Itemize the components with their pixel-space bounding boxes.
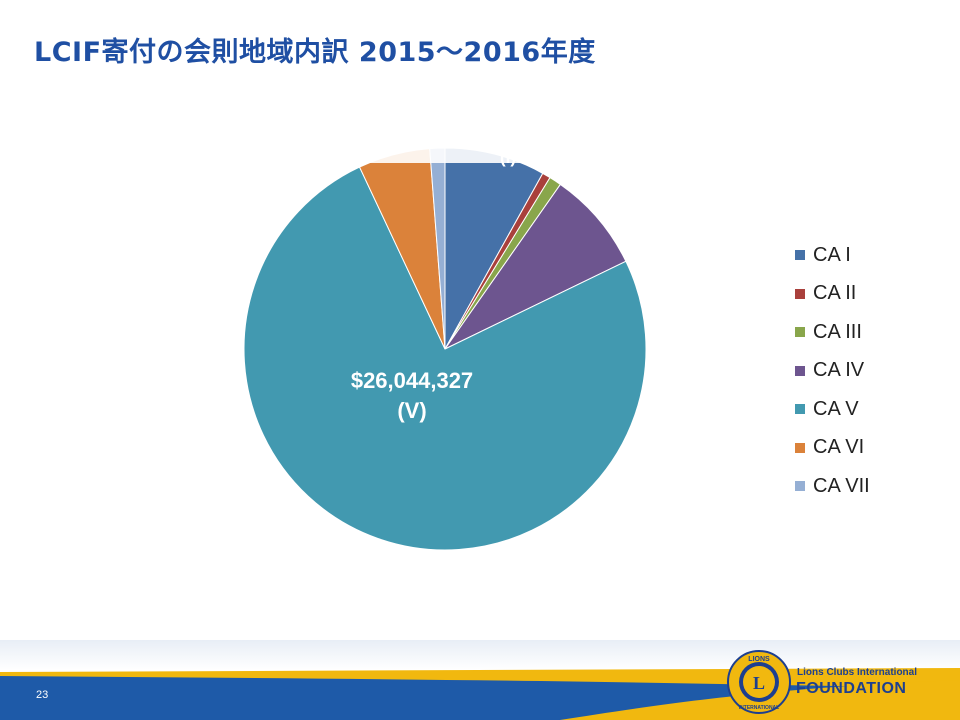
legend-label: CA VI [813,436,865,459]
data-label-ca-v-value: $26,044,327 [351,368,473,393]
footer-band [0,640,960,720]
legend-label: CA II [813,282,857,305]
legend-label: CA I [813,243,851,266]
legend-item: CA IV [795,352,870,391]
clipped-label-ca-i: (I) [500,148,516,167]
slide-title: LCIF寄付の会則地域内訳 2015～2016年度 [34,37,596,68]
chart-legend: CA I CA II CA III CA IV CA V CA VI CA VII [795,236,870,506]
pie-slice-ca-iv [443,183,627,351]
logo-letter: L [753,673,765,693]
label-box-background [330,130,582,163]
legend-item: CA VII [795,467,870,506]
legend-label: CA IV [813,359,865,382]
partial-data-label: (I) [330,130,582,167]
page-number: 23 [36,689,49,701]
foundation-name: Lions Clubs International [797,667,918,678]
legend-item: CA I [795,236,870,275]
legend-swatch [795,481,805,492]
pie-slice-ca-v [243,166,647,551]
legend-swatch [795,250,805,261]
legend-swatch [795,442,805,453]
logo-top-text: LIONS [748,656,770,663]
logo-bottom-text: INTERNATIONAL [739,705,779,711]
legend-item: CA V [795,390,870,429]
legend-item: CA II [795,275,870,314]
legend-label: CA III [813,320,862,343]
pie-slices [243,147,647,551]
legend-swatch [795,365,805,376]
data-label-ca-v-name: (V) [397,398,426,423]
pie-chart: (I) $26,044,327 (V) [243,130,647,551]
legend-item: CA III [795,313,870,352]
lions-logo-icon: L LIONS INTERNATIONAL [727,650,791,714]
foundation-word: FOUNDATION [796,680,907,697]
legend-swatch [795,404,805,415]
legend-label: CA V [813,397,859,420]
footer-fade [0,640,960,670]
legend-label: CA VII [813,474,870,497]
legend-swatch [795,288,805,299]
legend-swatch [795,327,805,338]
legend-item: CA VI [795,429,870,468]
